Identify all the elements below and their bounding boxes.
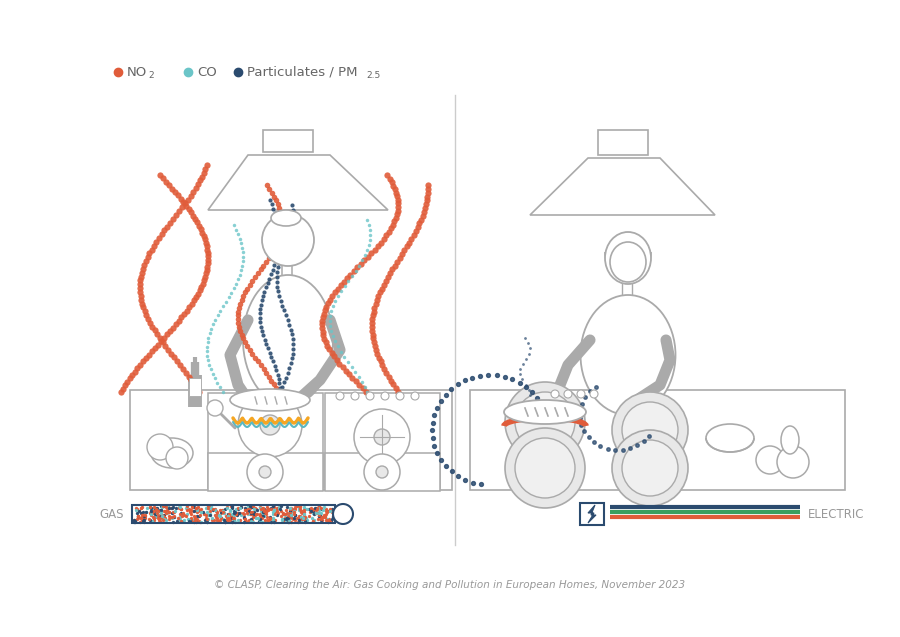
Circle shape (515, 392, 575, 452)
FancyBboxPatch shape (208, 393, 323, 488)
Polygon shape (530, 158, 715, 215)
Circle shape (756, 446, 784, 474)
Circle shape (366, 392, 374, 400)
Circle shape (396, 392, 404, 400)
Ellipse shape (271, 210, 301, 226)
Circle shape (166, 447, 188, 469)
FancyBboxPatch shape (189, 378, 201, 396)
Text: Particulates / PM: Particulates / PM (247, 66, 357, 78)
Circle shape (590, 390, 598, 398)
Circle shape (351, 392, 359, 400)
FancyBboxPatch shape (622, 282, 632, 296)
Circle shape (622, 402, 678, 458)
Circle shape (247, 454, 283, 490)
FancyBboxPatch shape (130, 390, 452, 490)
Circle shape (505, 428, 585, 508)
Circle shape (336, 392, 344, 400)
Circle shape (374, 429, 390, 445)
Text: © CLASP, Clearing the Air: Gas Cooking and Pollution in European Homes, November: © CLASP, Clearing the Air: Gas Cooking a… (214, 580, 686, 590)
Polygon shape (208, 155, 388, 210)
Circle shape (259, 466, 271, 478)
Circle shape (147, 434, 173, 460)
Polygon shape (598, 130, 648, 155)
Ellipse shape (781, 426, 799, 454)
FancyBboxPatch shape (282, 263, 292, 277)
Circle shape (207, 400, 223, 416)
Circle shape (364, 454, 400, 490)
FancyBboxPatch shape (325, 393, 440, 488)
Ellipse shape (230, 389, 310, 411)
Circle shape (612, 430, 688, 506)
Text: ELECTRIC: ELECTRIC (808, 508, 865, 520)
FancyBboxPatch shape (580, 503, 604, 525)
Ellipse shape (151, 438, 193, 468)
Text: GAS: GAS (100, 508, 124, 520)
Circle shape (333, 504, 353, 524)
Circle shape (622, 440, 678, 496)
Circle shape (376, 466, 388, 478)
Circle shape (262, 214, 314, 266)
Circle shape (260, 415, 280, 435)
Circle shape (551, 390, 559, 398)
Ellipse shape (610, 242, 646, 282)
Text: 2.5: 2.5 (366, 71, 381, 80)
Circle shape (505, 382, 585, 462)
FancyBboxPatch shape (470, 390, 845, 490)
Circle shape (577, 390, 585, 398)
Circle shape (381, 392, 389, 400)
FancyBboxPatch shape (208, 453, 323, 491)
Polygon shape (588, 505, 596, 523)
Ellipse shape (605, 232, 651, 284)
Ellipse shape (504, 400, 586, 424)
Ellipse shape (580, 295, 676, 415)
Text: CO: CO (197, 66, 217, 78)
Text: 2: 2 (148, 71, 154, 80)
Circle shape (777, 446, 809, 478)
Circle shape (564, 390, 572, 398)
Circle shape (515, 438, 575, 498)
Circle shape (411, 392, 419, 400)
Circle shape (612, 392, 688, 468)
Circle shape (354, 409, 410, 465)
FancyBboxPatch shape (325, 453, 440, 491)
Ellipse shape (706, 424, 754, 452)
Circle shape (238, 393, 302, 457)
Text: NO: NO (127, 66, 148, 78)
Polygon shape (263, 130, 313, 152)
Ellipse shape (243, 275, 333, 405)
